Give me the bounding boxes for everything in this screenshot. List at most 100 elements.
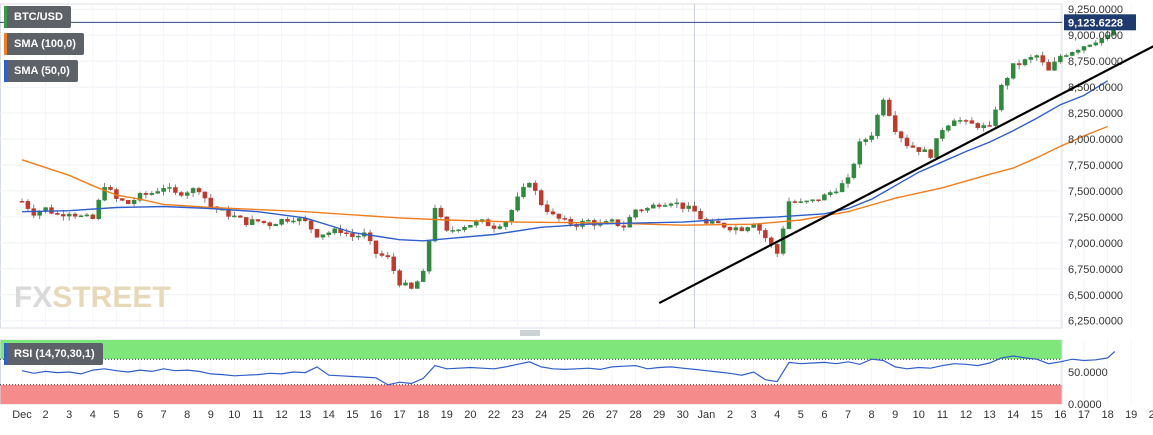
candle-body: [491, 225, 497, 229]
x-tick-label: 20: [464, 409, 476, 421]
rsi-line: [21, 351, 1116, 386]
x-tick-label: 17: [1078, 409, 1090, 421]
candle-body: [674, 202, 680, 205]
candle-body: [621, 225, 627, 228]
x-tick-label: 8: [184, 409, 190, 421]
x-tick-label: 7: [845, 409, 851, 421]
legend-rsi[interactable]: RSI (14,70,30,1): [4, 343, 103, 365]
candle-body: [898, 131, 904, 139]
candle-body: [243, 217, 249, 225]
candle-body: [1064, 55, 1069, 57]
candle-body: [131, 200, 137, 204]
legend-sma50[interactable]: SMA (50,0): [4, 60, 78, 82]
x-tick-label: 18: [417, 409, 429, 421]
candle-body: [456, 229, 461, 232]
candle-body: [798, 201, 804, 203]
legend-symbol[interactable]: BTC/USD: [4, 6, 71, 28]
candle-body: [686, 205, 691, 209]
candle-body: [987, 125, 992, 127]
candle-body: [403, 282, 408, 286]
candle-body: [137, 193, 143, 201]
x-tick-label: 3: [751, 409, 757, 421]
x-tick-label: 4: [774, 409, 780, 421]
candle-body: [238, 215, 243, 218]
candle-body: [851, 163, 857, 178]
overlay: 9,123.6228: [0, 14, 1153, 305]
candle-body: [468, 224, 473, 228]
x-tick-label: 6: [821, 409, 827, 421]
candle-body: [928, 149, 933, 158]
candle-body: [55, 213, 60, 215]
candle-body: [291, 220, 296, 223]
candle-body: [497, 226, 503, 229]
candle-body: [833, 191, 839, 194]
candle-body: [1010, 63, 1016, 79]
legend-sma100[interactable]: SMA (100,0): [4, 33, 84, 55]
candle-body: [367, 232, 373, 242]
candle-body: [149, 193, 155, 195]
x-tick-label: 22: [488, 409, 500, 421]
candle-body: [940, 130, 945, 139]
candle-body: [332, 228, 337, 234]
candle-body: [373, 240, 379, 254]
candle-body: [19, 201, 25, 203]
candle-body: [763, 230, 768, 239]
candle-body: [863, 139, 868, 142]
candle-body: [184, 192, 190, 196]
candle-body: [1105, 34, 1110, 39]
candle-body: [533, 182, 538, 191]
x-tick-label: 3: [66, 409, 72, 421]
candle-body: [668, 203, 674, 206]
candle-body: [568, 218, 573, 225]
x-tick-label: 19: [441, 409, 453, 421]
last-price-box: [1064, 14, 1136, 31]
x-tick-label: 16: [1054, 409, 1066, 421]
candle-body: [792, 201, 798, 203]
candle-body: [202, 191, 208, 199]
candle-body: [786, 201, 792, 230]
x-tick-label: Dec: [12, 409, 32, 421]
x-tick-label: 10: [228, 409, 240, 421]
x-tick-label: 15: [1031, 409, 1043, 421]
candle-body: [1069, 52, 1075, 56]
candle-body: [279, 218, 284, 225]
x-tick-label: 17: [393, 409, 405, 421]
x-tick-label: 27: [606, 409, 618, 421]
candle-body: [261, 220, 267, 223]
candle-body: [816, 199, 821, 201]
legend-symbol-label: BTC/USD: [14, 11, 63, 23]
candle-body: [981, 125, 986, 129]
x-tick-label: 30: [677, 409, 689, 421]
candle-body: [267, 222, 273, 227]
x-tick-label: 29: [653, 409, 665, 421]
candle-body: [916, 147, 922, 152]
legend-rsi-label: RSI (14,70,30,1): [14, 348, 95, 360]
candle-body: [727, 227, 733, 231]
candle-body: [1005, 78, 1010, 86]
candle-body: [951, 120, 957, 127]
candle-body: [887, 99, 892, 116]
price-tick-label: 8,250.0000: [1068, 108, 1123, 120]
axis-labels: 9,250.0000 9,000.0000 8,750.0000 8,500.0000…: [12, 4, 1153, 421]
candle-body: [745, 227, 750, 232]
x-tick-label: 25: [559, 409, 571, 421]
price-tick-label: 7,750.0000: [1068, 160, 1123, 172]
x-tick-label: 20: [1149, 409, 1153, 421]
candle-body: [1040, 55, 1045, 63]
candle-body: [822, 194, 827, 201]
candle-body: [692, 205, 697, 212]
x-tick-label: 26: [582, 409, 594, 421]
candle-body: [249, 219, 255, 225]
candle-body: [84, 214, 90, 217]
candle-body: [474, 221, 479, 226]
x-tick-label: 12: [960, 409, 972, 421]
sma50-line: [21, 80, 1108, 242]
candle-body: [627, 216, 632, 228]
candle-body: [25, 201, 31, 209]
candle-body: [167, 187, 172, 189]
candle-body: [102, 187, 107, 201]
price-tick-label: 8,000.0000: [1068, 134, 1123, 146]
candle-body: [662, 205, 668, 207]
x-tick-label: Jan: [698, 409, 716, 421]
